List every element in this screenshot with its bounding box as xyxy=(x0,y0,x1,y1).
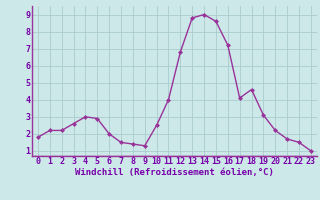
X-axis label: Windchill (Refroidissement éolien,°C): Windchill (Refroidissement éolien,°C) xyxy=(75,168,274,177)
